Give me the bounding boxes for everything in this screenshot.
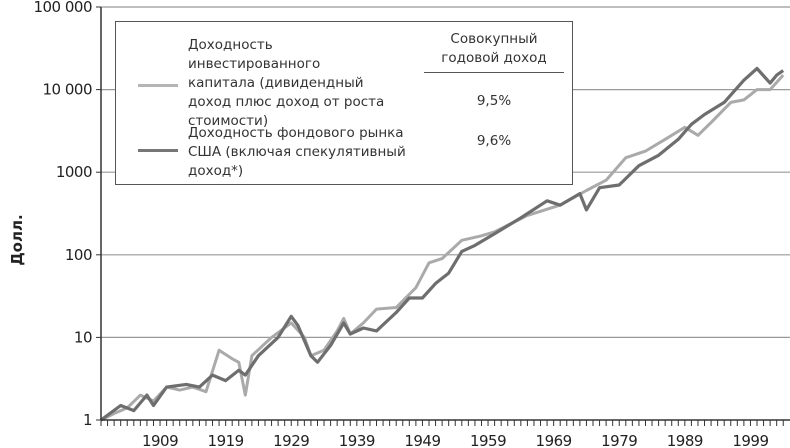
legend-line: доход плюс доход от роста [188, 94, 385, 110]
legend-swatch-investment [138, 84, 178, 87]
series-line-investment [100, 74, 785, 422]
legend-header-line: годовой доход [441, 50, 547, 66]
x-tick-label: 1969 [536, 432, 572, 448]
legend-line: Доходность инвестированного [188, 37, 321, 72]
y-tick-label: 100 [65, 246, 92, 264]
legend-value-market: 9,6% [476, 133, 512, 149]
x-tick-label: 1999 [732, 432, 768, 448]
y-tick-label: 10 000 [43, 81, 93, 99]
y-tick-label: 100 000 [33, 0, 92, 16]
y-tick-label: 10 [74, 328, 92, 346]
y-tick-label: 1000 [56, 163, 92, 181]
x-tick-label: 1909 [142, 432, 178, 448]
x-tick-label: 1979 [601, 432, 637, 448]
legend: Совокупный годовой доход Доходность инве… [115, 21, 573, 185]
x-tick-label: 1939 [339, 432, 375, 448]
series-line-market [100, 66, 785, 422]
x-tick-label: 1959 [470, 432, 506, 448]
x-tick-label: 1919 [208, 432, 244, 448]
x-tick-label: 1949 [404, 432, 440, 448]
x-tick-label: 1989 [667, 432, 703, 448]
legend-line: США (включая спекулятивный [188, 144, 406, 160]
x-tick-label: 1929 [273, 432, 309, 448]
legend-value-investment: 9,5% [476, 93, 512, 109]
legend-header: Совокупный годовой доход [424, 30, 564, 73]
y-axis-label: Долл. [8, 214, 26, 265]
legend-line: Доходность фондового рынка [188, 125, 404, 141]
legend-line: капитала (дивидендный [188, 75, 364, 91]
legend-line: доход*) [188, 163, 244, 179]
y-tick-label: 1 [83, 411, 92, 429]
legend-label-market: Доходность фондового рынка США (включая … [188, 124, 408, 181]
legend-line: стоимости) [188, 113, 269, 129]
legend-label-investment: Доходность инвестированного капитала (ди… [188, 36, 408, 131]
legend-swatch-market [138, 149, 178, 152]
legend-header-line: Совокупный [450, 31, 538, 47]
